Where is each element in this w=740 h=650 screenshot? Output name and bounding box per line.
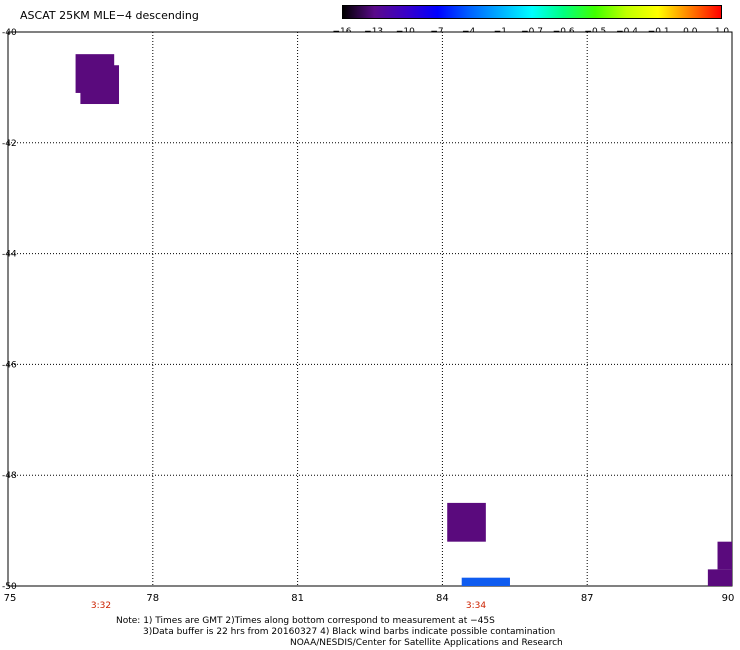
plot-frame [7,31,733,587]
y-tick-label: -40 [2,28,17,38]
map-title: ASCAT 25KM MLE−4 descending [20,9,199,22]
data-cell [447,502,486,542]
y-tick-label: -50 [2,582,17,592]
grid-lines [7,31,733,587]
data-cell [80,65,120,105]
time-label: 3:32 [90,601,112,611]
y-axis-labels: -40 -42 -44 -46 -48 -50 [2,28,17,592]
note-line-2: 3)Data buffer is 22 hrs from 20160327 4)… [143,627,556,637]
time-label: 3:34 [465,601,487,611]
x-tick-label: 84 [436,593,449,604]
data-cells [75,54,732,586]
data-cell [461,577,510,586]
y-tick-label: -42 [2,139,17,149]
x-tick-label: 78 [146,593,160,604]
y-tick-label: -44 [2,250,17,260]
x-tick-label: 81 [291,593,304,604]
note-line-1: Note: 1) Times are GMT 2)Times along bot… [116,616,495,626]
x-tick-label: 75 [3,593,17,604]
x-tick-label: 90 [721,593,735,604]
colorbar [342,5,722,19]
note-line-3: NOAA/NESDIS/Center for Satellite Applica… [290,638,563,648]
data-cell [717,541,732,570]
y-tick-label: -48 [2,471,17,481]
data-cell [707,569,732,586]
x-tick-label: 87 [580,593,594,604]
y-tick-label: -46 [2,360,17,370]
